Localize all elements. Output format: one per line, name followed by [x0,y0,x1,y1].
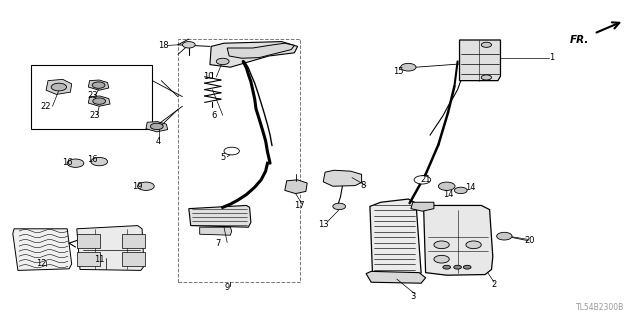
Circle shape [216,58,229,65]
Text: 16: 16 [88,155,98,164]
Text: TL54B2300B: TL54B2300B [576,303,624,312]
Circle shape [333,203,346,210]
Bar [77,234,100,248]
Text: 23: 23 [88,92,98,100]
Circle shape [51,83,67,91]
Text: 9: 9 [225,283,230,292]
Circle shape [150,123,163,130]
Polygon shape [146,122,168,132]
Text: 8: 8 [361,181,366,190]
Circle shape [481,75,492,80]
Text: 1: 1 [549,53,554,62]
Bar [122,234,145,248]
Text: 14: 14 [443,190,453,199]
Bar [77,252,100,266]
Text: 14: 14 [465,183,476,192]
Circle shape [91,157,108,166]
Text: 12: 12 [36,259,47,268]
Text: 2: 2 [492,280,497,289]
Polygon shape [88,80,109,90]
Circle shape [414,176,431,184]
Circle shape [434,241,449,249]
Bar [178,39,300,282]
Circle shape [67,159,84,167]
Text: 23: 23 [90,111,100,120]
Polygon shape [323,170,362,186]
Polygon shape [189,205,251,227]
Polygon shape [366,271,426,283]
Polygon shape [210,42,298,67]
Circle shape [93,98,106,104]
Text: 19: 19 [132,182,143,191]
Circle shape [497,232,512,240]
Polygon shape [46,79,72,94]
Polygon shape [370,199,421,279]
Circle shape [481,42,492,47]
Text: 20: 20 [525,236,535,245]
Circle shape [182,42,195,48]
Text: 4: 4 [156,137,161,146]
Text: 10: 10 [203,72,213,81]
Polygon shape [88,96,110,106]
Polygon shape [460,40,500,81]
Text: 7: 7 [215,239,220,248]
Circle shape [92,82,105,88]
Text: 3: 3 [410,292,415,301]
Circle shape [401,63,416,71]
Polygon shape [77,226,144,270]
Text: FR.: FR. [570,35,589,44]
Circle shape [454,265,461,269]
Circle shape [463,265,471,269]
Bar [31,65,152,129]
Circle shape [454,187,467,194]
Text: 22: 22 [41,102,51,111]
Polygon shape [285,180,307,194]
Polygon shape [411,202,434,211]
Polygon shape [13,229,72,270]
Text: 17: 17 [294,201,305,210]
Circle shape [443,265,451,269]
Text: 15: 15 [393,67,403,76]
Circle shape [466,241,481,249]
Text: 13: 13 [318,220,328,229]
Circle shape [438,182,455,190]
Polygon shape [424,205,493,275]
Text: 21: 21 [420,175,431,184]
Polygon shape [227,43,294,58]
Text: 16: 16 [62,158,72,167]
Polygon shape [200,227,232,235]
Circle shape [138,182,154,190]
Text: 11: 11 [94,255,104,264]
Circle shape [224,147,239,155]
Text: 6: 6 [212,111,217,120]
Circle shape [434,255,449,263]
Bar [122,252,145,266]
Text: 5: 5 [220,153,225,162]
Text: 18: 18 [158,41,168,50]
